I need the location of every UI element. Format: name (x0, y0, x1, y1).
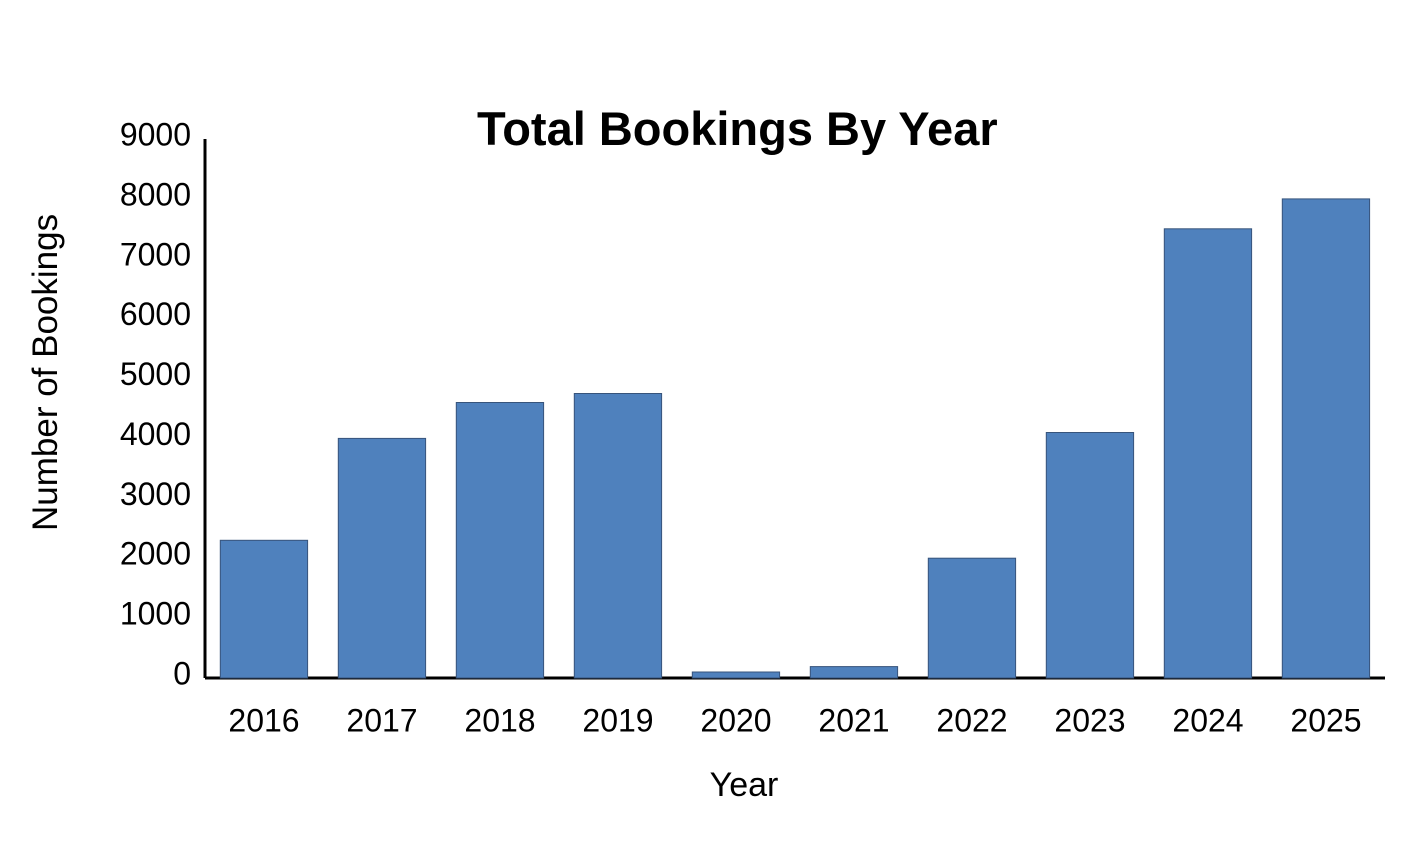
svg-text:5000: 5000 (120, 356, 191, 392)
svg-text:2025: 2025 (1290, 703, 1361, 739)
svg-text:2022: 2022 (936, 703, 1007, 739)
svg-text:2016: 2016 (228, 703, 299, 739)
svg-text:2024: 2024 (1172, 703, 1243, 739)
svg-text:1000: 1000 (120, 596, 191, 632)
svg-text:9000: 9000 (120, 117, 191, 153)
svg-text:2017: 2017 (346, 703, 417, 739)
svg-text:2020: 2020 (700, 703, 771, 739)
svg-text:7000: 7000 (120, 236, 191, 272)
svg-text:2019: 2019 (582, 703, 653, 739)
svg-text:8000: 8000 (120, 176, 191, 212)
svg-text:3000: 3000 (120, 476, 191, 512)
svg-text:2021: 2021 (818, 703, 889, 739)
svg-text:2018: 2018 (464, 703, 535, 739)
svg-text:2000: 2000 (120, 536, 191, 572)
svg-text:2023: 2023 (1054, 703, 1125, 739)
svg-text:0: 0 (173, 656, 191, 692)
svg-text:4000: 4000 (120, 416, 191, 452)
svg-text:6000: 6000 (120, 296, 191, 332)
